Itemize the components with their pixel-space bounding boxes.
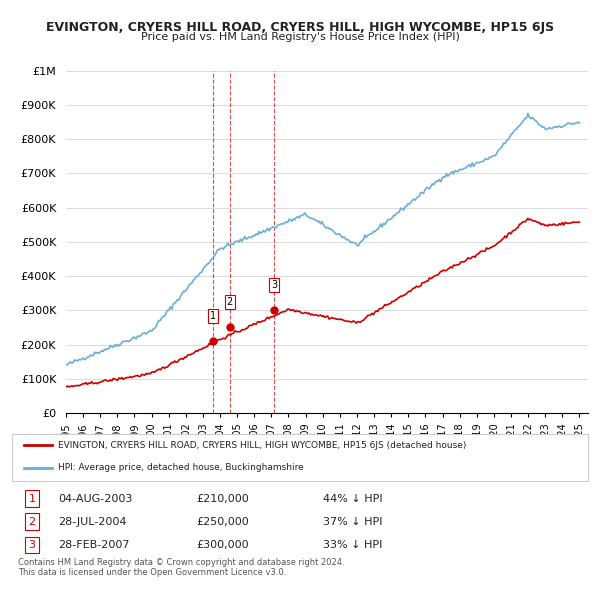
Text: HPI: Average price, detached house, Buckinghamshire: HPI: Average price, detached house, Buck… <box>58 463 304 472</box>
Text: 2: 2 <box>29 517 36 527</box>
Text: EVINGTON, CRYERS HILL ROAD, CRYERS HILL, HIGH WYCOMBE, HP15 6JS: EVINGTON, CRYERS HILL ROAD, CRYERS HILL,… <box>46 21 554 34</box>
Text: 1: 1 <box>29 494 35 504</box>
Text: 04-AUG-2003: 04-AUG-2003 <box>58 494 133 504</box>
Text: 2: 2 <box>227 297 233 307</box>
Text: 37% ↓ HPI: 37% ↓ HPI <box>323 517 383 527</box>
Text: Price paid vs. HM Land Registry's House Price Index (HPI): Price paid vs. HM Land Registry's House … <box>140 32 460 42</box>
Text: EVINGTON, CRYERS HILL ROAD, CRYERS HILL, HIGH WYCOMBE, HP15 6JS (detached house): EVINGTON, CRYERS HILL ROAD, CRYERS HILL,… <box>58 441 466 450</box>
Text: £300,000: £300,000 <box>196 540 249 550</box>
Text: 28-JUL-2004: 28-JUL-2004 <box>58 517 127 527</box>
Text: 33% ↓ HPI: 33% ↓ HPI <box>323 540 382 550</box>
Text: 44% ↓ HPI: 44% ↓ HPI <box>323 494 383 504</box>
Text: 3: 3 <box>271 280 277 290</box>
Text: Contains HM Land Registry data © Crown copyright and database right 2024.
This d: Contains HM Land Registry data © Crown c… <box>18 558 344 577</box>
Text: £210,000: £210,000 <box>196 494 249 504</box>
Text: 1: 1 <box>210 310 216 320</box>
Text: £250,000: £250,000 <box>196 517 249 527</box>
Text: 28-FEB-2007: 28-FEB-2007 <box>58 540 130 550</box>
Text: 3: 3 <box>29 540 35 550</box>
